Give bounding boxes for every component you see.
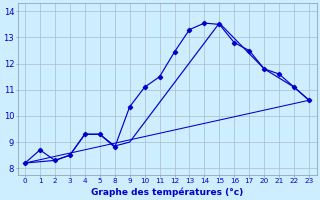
X-axis label: Graphe des températures (°c): Graphe des températures (°c) xyxy=(91,187,243,197)
